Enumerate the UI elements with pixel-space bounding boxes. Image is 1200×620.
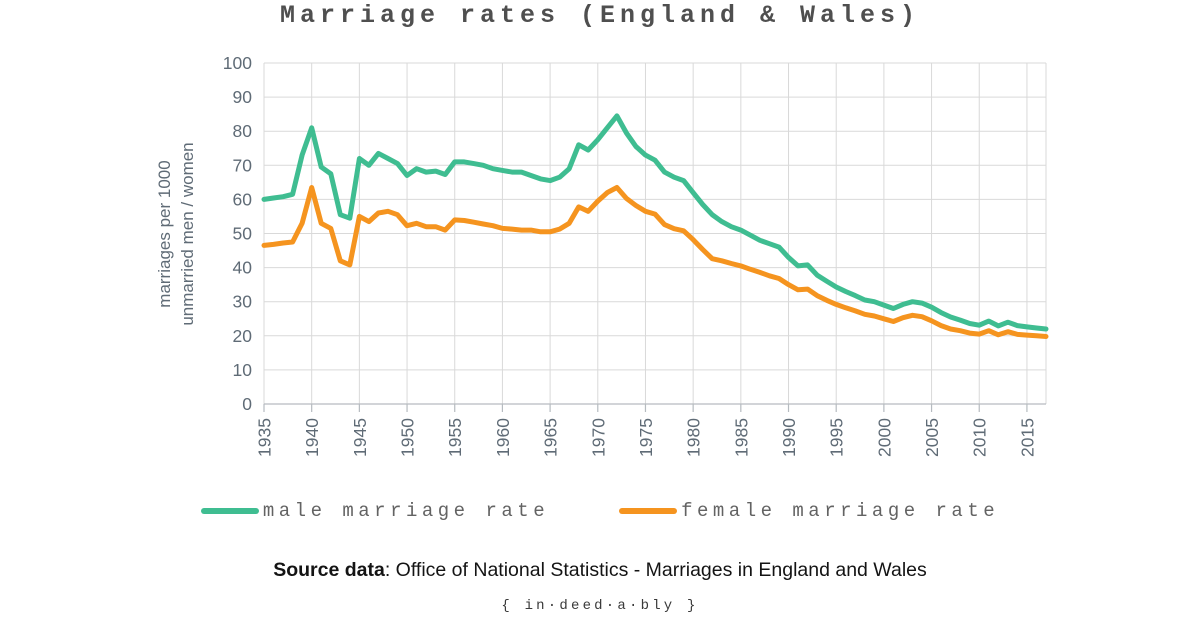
- x-tick-label-1970: 1970: [588, 418, 608, 457]
- source-label: Source data: [273, 559, 385, 581]
- site-brand: { in·deed·a·bly }: [501, 598, 699, 614]
- x-tick-label-1940: 1940: [302, 418, 322, 457]
- y-tick-label-100: 100: [223, 53, 252, 73]
- source-note: Source data: Office of National Statisti…: [0, 559, 1200, 582]
- y-tick-label-90: 90: [233, 87, 253, 107]
- x-tick-label-1990: 1990: [779, 418, 799, 457]
- x-tick-label-1980: 1980: [684, 418, 704, 457]
- y-tick-label-0: 0: [242, 394, 252, 414]
- source-text: : Office of National Statistics - Marria…: [384, 559, 927, 581]
- y-tick-label-50: 50: [233, 224, 253, 244]
- x-tick-label-1935: 1935: [255, 418, 275, 457]
- chart-title: Marriage rates (England & Wales): [279, 1, 921, 30]
- y-tick-label-70: 70: [233, 155, 253, 175]
- y-tick-label-20: 20: [233, 326, 253, 346]
- x-tick-label-1960: 1960: [493, 418, 513, 457]
- x-tick-label-1945: 1945: [350, 418, 370, 457]
- legend: male marriage rate female marriage rate: [0, 497, 1200, 525]
- y-tick-label-80: 80: [233, 121, 253, 141]
- legend-item-male: male marriage rate: [200, 500, 550, 522]
- y-tick-label-30: 30: [233, 292, 253, 312]
- x-tick-label-2000: 2000: [874, 418, 894, 457]
- legend-label-female: female marriage rate: [681, 500, 1000, 522]
- x-tick-label-1975: 1975: [636, 418, 656, 457]
- x-tick-label-1950: 1950: [398, 418, 418, 457]
- x-tick-label-1955: 1955: [445, 418, 465, 457]
- x-tick-label-1965: 1965: [541, 418, 561, 457]
- y-tick-label-40: 40: [233, 258, 253, 278]
- y-axis-title: marriages per 1000 unmarried men / women: [153, 142, 199, 325]
- male-series-line: [261, 113, 1049, 332]
- x-tick-label-2005: 2005: [922, 418, 942, 457]
- legend-item-female: female marriage rate: [619, 500, 999, 522]
- y-axis-title-line1: marriages per 1000: [155, 160, 174, 308]
- x-tick-label-2010: 2010: [970, 418, 990, 457]
- y-tick-label-10: 10: [233, 360, 253, 380]
- x-tick-label-1985: 1985: [731, 418, 751, 457]
- x-tick-label-1995: 1995: [827, 418, 847, 457]
- female-series-line: [261, 185, 1049, 339]
- y-axis-title-line2: unmarried men / women: [178, 142, 197, 326]
- y-tick-label-60: 60: [233, 189, 253, 209]
- male-line-swatch: [200, 508, 259, 514]
- female-line-swatch: [619, 508, 678, 514]
- legend-label-male: male marriage rate: [262, 500, 550, 522]
- x-tick-label-2015: 2015: [1017, 418, 1037, 457]
